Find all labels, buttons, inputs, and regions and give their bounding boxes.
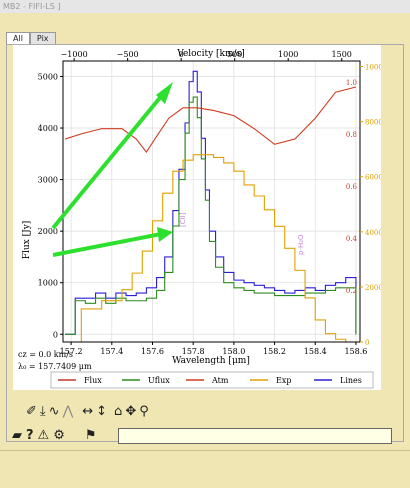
atm-tick-label: 0.6 bbox=[346, 183, 358, 191]
exp-tick-label: 0 bbox=[365, 339, 369, 347]
download-icon[interactable]: ⤓ bbox=[39, 404, 46, 419]
arrow-line-lower bbox=[52, 232, 162, 257]
legend-label: Uflux bbox=[148, 376, 170, 385]
pan-vertical-icon[interactable]: ↕ bbox=[96, 404, 108, 419]
move-icon[interactable]: ✥ bbox=[125, 404, 137, 419]
warning-icon[interactable]: ⚠ bbox=[37, 428, 50, 443]
bottom-toolbar: ▰ ? ⚠ ⚙ ⚑ bbox=[12, 428, 97, 443]
plot-series bbox=[64, 70, 357, 343]
x-tick-label: 158.0 bbox=[222, 347, 245, 356]
x-tick-label: 157.8 bbox=[182, 347, 205, 356]
x-tick-label: 157.4 bbox=[100, 347, 123, 356]
series-exp bbox=[65, 154, 356, 343]
h2o-line-label: p-H₂O bbox=[297, 234, 305, 255]
x-tick-label: 157.2 bbox=[60, 347, 83, 356]
zoom-icon[interactable]: ⚲ bbox=[139, 404, 149, 419]
annotation-arrows bbox=[51, 82, 173, 257]
wavelength-axis-label: Wavelength [μm] bbox=[172, 356, 250, 366]
legend-label: Flux bbox=[84, 376, 102, 385]
window-title: MB2 - FIFI-LS ] bbox=[0, 0, 410, 13]
home-icon[interactable]: ⌂ bbox=[114, 404, 123, 419]
folder-icon[interactable]: ▰ bbox=[12, 428, 22, 443]
plot-frame bbox=[62, 60, 361, 343]
y-tick-label: 1000 bbox=[38, 279, 58, 288]
plot-axes: 157.2 157.4 157.6 157.8 158.0 158.2 158.4 158.6… bbox=[38, 50, 381, 356]
series-uflux bbox=[65, 96, 357, 335]
y-tick-label: 4000 bbox=[38, 124, 58, 133]
legend-label: Atm bbox=[211, 376, 229, 385]
y-tick-label: 2000 bbox=[38, 227, 58, 236]
legend-box bbox=[50, 371, 374, 389]
fit-icon[interactable]: ∿ bbox=[48, 404, 60, 419]
atm-tick-label: 0.4 bbox=[346, 235, 358, 243]
run-icon[interactable]: ⚑ bbox=[84, 428, 97, 443]
arrow-line-upper bbox=[51, 92, 165, 230]
flux-axis-label: Flux [Jy] bbox=[22, 221, 32, 260]
x-tick-label: 158.6 bbox=[344, 347, 367, 356]
tab-bar: All Pix bbox=[6, 32, 56, 45]
velocity-tick-label: 1000 bbox=[278, 50, 298, 59]
x-tick-label: 158.4 bbox=[304, 347, 327, 356]
legend-label: Lines bbox=[340, 376, 362, 385]
velocity-tick-label: 0 bbox=[179, 50, 184, 59]
fit-selected-icon[interactable]: ⋀ bbox=[62, 404, 74, 419]
exp-tick-label: 20000 bbox=[365, 284, 381, 292]
cz-info: cz = 0.0 km/s bbox=[18, 350, 73, 359]
exp-tick-label: 40000 bbox=[365, 229, 381, 237]
tab-pix[interactable]: Pix bbox=[29, 32, 56, 45]
y-tick-label: 0 bbox=[53, 330, 58, 339]
plot-legend: Flux Uflux Atm Exp Lines bbox=[50, 371, 374, 389]
series-atm bbox=[64, 86, 357, 154]
y-tick-label: 3000 bbox=[38, 176, 58, 185]
exp-tick-label: 100000 bbox=[365, 64, 381, 72]
plot-toolbar: ✐ ⤓ ∿ ⋀ ↔ ↕ ⌂ ✥ ⚲ bbox=[26, 404, 149, 419]
x-tick-label: 157.6 bbox=[141, 347, 164, 356]
exp-tick-label: 60000 bbox=[365, 174, 381, 182]
tab-all[interactable]: All bbox=[6, 32, 30, 45]
atm-tick-label: 1.0 bbox=[346, 79, 357, 87]
velocity-tick-label: −1000 bbox=[61, 50, 88, 59]
y-tick-label: 5000 bbox=[38, 72, 58, 81]
atm-tick-label: 0.2 bbox=[346, 287, 357, 295]
atm-tick-label: 0.8 bbox=[346, 131, 357, 139]
arrow-head-upper bbox=[156, 82, 173, 104]
legend-label: Exp bbox=[276, 376, 291, 385]
velocity-tick-label: 1500 bbox=[332, 50, 352, 59]
arrow-head-lower bbox=[157, 227, 173, 242]
command-input[interactable] bbox=[118, 428, 392, 444]
velocity-axis-label: Velocity [km/s] bbox=[176, 49, 244, 59]
erase-icon[interactable]: ✐ bbox=[26, 404, 37, 419]
velocity-tick-label: 500 bbox=[227, 50, 242, 59]
cii-line-label: [CII] bbox=[179, 212, 187, 227]
velocity-tick-label: −500 bbox=[117, 50, 139, 59]
divider bbox=[0, 450, 410, 451]
spectrum-plot[interactable]: 157.2 157.4 157.6 157.8 158.0 158.2 158.4 158.6… bbox=[13, 45, 381, 390]
exp-tick-label: 80000 bbox=[365, 119, 381, 127]
lambda-info: λ₀ = 157.7409 μm bbox=[18, 362, 92, 371]
settings-icon[interactable]: ⚙ bbox=[53, 428, 65, 443]
x-tick-label: 158.2 bbox=[263, 347, 286, 356]
help-icon[interactable]: ? bbox=[26, 428, 34, 443]
pan-horizontal-icon[interactable]: ↔ bbox=[82, 404, 94, 419]
